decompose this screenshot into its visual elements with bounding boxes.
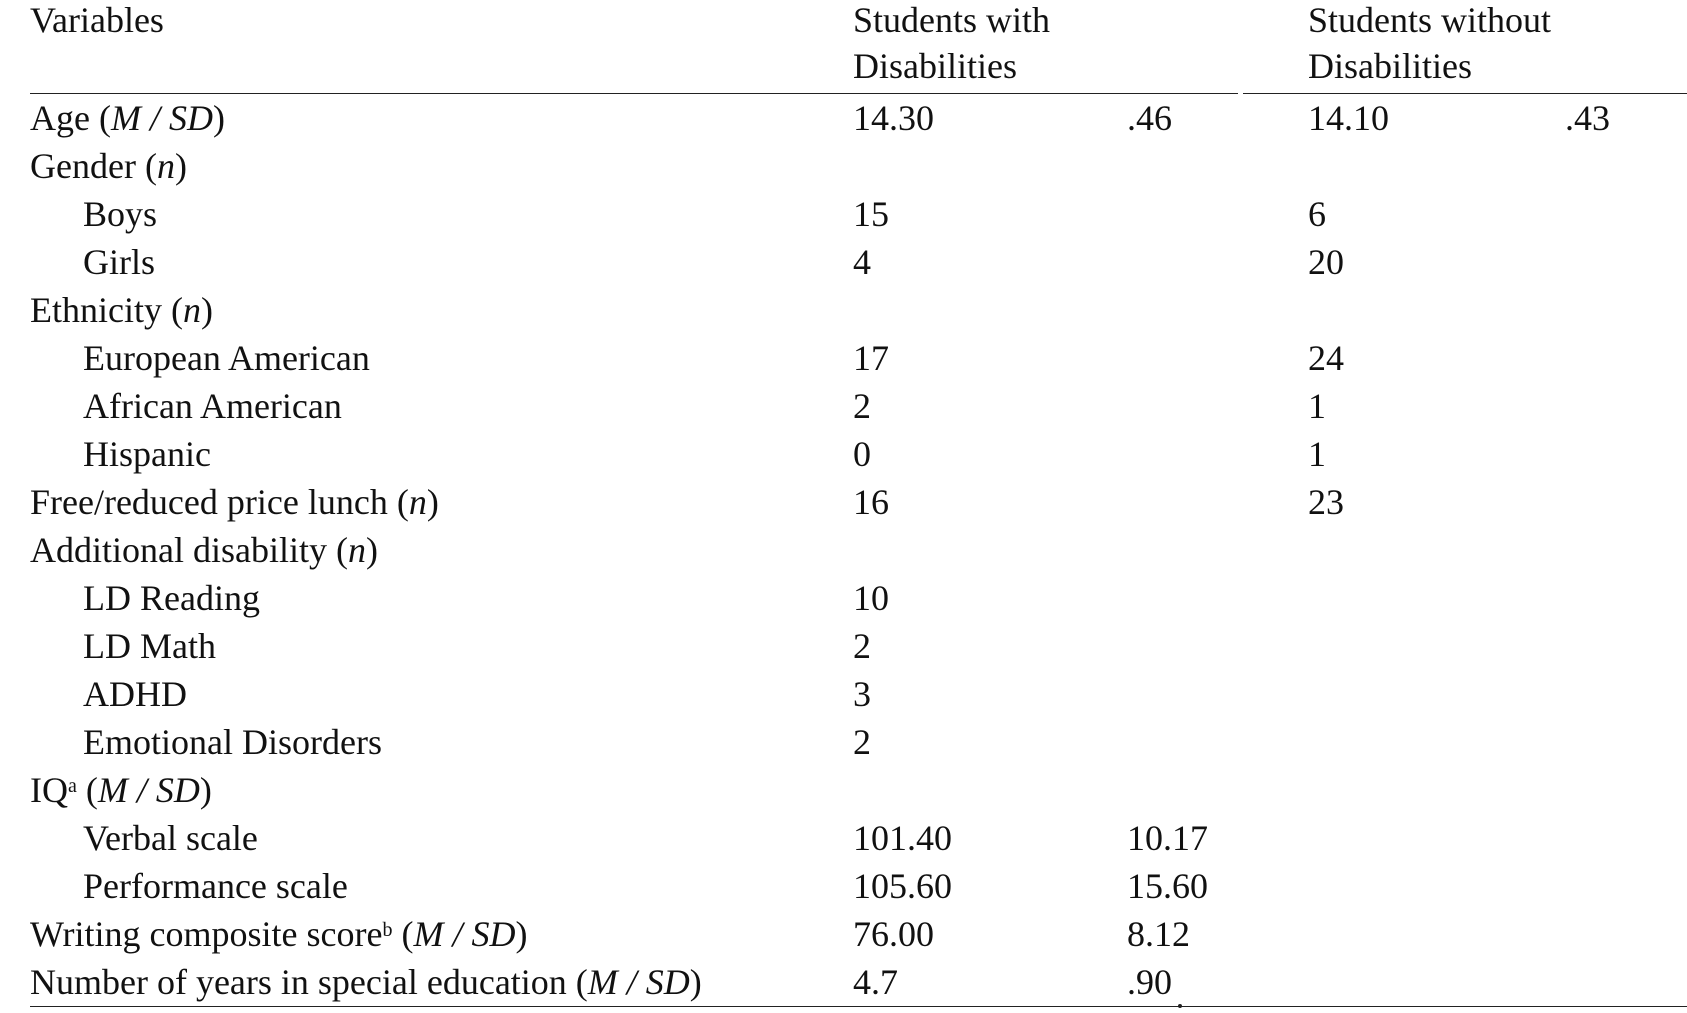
sd-with-disabilities: 10.17 (1127, 818, 1208, 858)
value-with-disabilities: 101.40 (853, 818, 952, 858)
row-label: Girls (83, 240, 155, 284)
bottom-rule (30, 1006, 1687, 1007)
row-label: Emotional Disorders (83, 720, 382, 764)
value-with-disabilities: 10 (853, 578, 889, 618)
value-with-disabilities: 0 (853, 434, 871, 474)
value-without-disabilities: 24 (1308, 338, 1344, 378)
value-without-disabilities: 6 (1308, 194, 1326, 234)
row-label: ADHD (83, 672, 187, 716)
row-label-close: ) (515, 914, 528, 954)
row-label-text: Emotional Disorders (83, 722, 382, 762)
row-label-statistic: n (408, 482, 427, 522)
footnote-mark (1178, 1004, 1182, 1008)
sd-with-disabilities: 8.12 (1127, 914, 1190, 954)
sd-with-disabilities: .90 (1127, 962, 1172, 1002)
row-label-text: Hispanic (83, 434, 211, 474)
row-label-close: ) (200, 290, 213, 330)
row-label-text: Boys (83, 194, 158, 234)
value-with-disabilities: 2 (853, 722, 871, 762)
value-with-disabilities: 2 (853, 626, 871, 666)
header-group-without-line2: Disabilities (1308, 46, 1472, 86)
row-label-text: LD Reading (83, 578, 260, 618)
row-label-text: African American (83, 386, 342, 426)
row-label-close: ) (426, 482, 439, 522)
row-label-statistic: M / SD (110, 98, 213, 138)
row-label-text: Age ( (30, 98, 111, 138)
row-label-text: Writing composite score (30, 914, 383, 954)
row-label: Age (M / SD) (30, 96, 225, 140)
row-label-text: ADHD (83, 674, 187, 714)
value-with-disabilities: 4.7 (853, 962, 898, 1002)
header-group-with-line2: Disabilities (853, 46, 1017, 86)
value-without-disabilities: 1 (1308, 386, 1326, 426)
row-label: Free/reduced price lunch (n) (30, 480, 439, 524)
value-with-disabilities: 16 (853, 482, 889, 522)
row-label-close: ) (689, 962, 702, 1002)
value-without-disabilities: 1 (1308, 434, 1326, 474)
row-label-text: Ethnicity ( (30, 290, 183, 330)
row-label-statistic: M / SD (413, 914, 516, 954)
footnote-superscript: a (68, 775, 77, 797)
value-with-disabilities: 4 (853, 242, 871, 282)
value-without-disabilities: 23 (1308, 482, 1344, 522)
row-label: Verbal scale (83, 816, 258, 860)
row-label: LD Reading (83, 576, 260, 620)
header-rule-left (30, 93, 1238, 94)
row-label-paren: ( (392, 914, 414, 954)
header-group-with-line1: Students with (853, 0, 1051, 40)
row-label: Writing composite scoreb (M / SD) (30, 912, 527, 956)
row-label: Boys (83, 192, 157, 236)
row-label-close: ) (212, 98, 225, 138)
row-label-text: LD Math (83, 626, 216, 666)
sd-without-disabilities: .43 (1565, 98, 1610, 138)
value-with-disabilities: 76.00 (853, 914, 934, 954)
value-without-disabilities: 20 (1308, 242, 1344, 282)
header-group-without-line1: Students without (1308, 0, 1552, 40)
row-label-text: IQ (30, 770, 68, 810)
sd-with-disabilities: .46 (1127, 98, 1172, 138)
header-rule-right (1243, 93, 1687, 94)
row-label-text: Performance scale (83, 866, 348, 906)
row-label-text: Number of years in special education ( (30, 962, 588, 1002)
row-label: Gender (n) (30, 144, 187, 188)
row-label-close: ) (174, 146, 187, 186)
row-label-statistic: n (347, 530, 366, 570)
row-label: Additional disability (n) (30, 528, 378, 572)
row-label-statistic: n (182, 290, 201, 330)
row-label-text: European American (83, 338, 370, 378)
row-label: Number of years in special education (M … (30, 960, 702, 1004)
row-label-close: ) (199, 770, 212, 810)
row-label-statistic: n (156, 146, 175, 186)
header-variables: Variables (30, 0, 164, 40)
sd-with-disabilities: 15.60 (1127, 866, 1208, 906)
value-with-disabilities: 2 (853, 386, 871, 426)
row-label-paren: ( (76, 770, 98, 810)
row-label: Performance scale (83, 864, 348, 908)
row-label-text: Gender ( (30, 146, 157, 186)
value-with-disabilities: 105.60 (853, 866, 952, 906)
row-label: Hispanic (83, 432, 211, 476)
value-with-disabilities: 14.30 (853, 98, 934, 138)
row-label: LD Math (83, 624, 216, 668)
row-label-text: Additional disability ( (30, 530, 348, 570)
value-with-disabilities: 3 (853, 674, 871, 714)
row-label-text: Verbal scale (83, 818, 258, 858)
row-label: African American (83, 384, 342, 428)
row-label: European American (83, 336, 370, 380)
row-label: IQa (M / SD) (30, 768, 212, 812)
value-without-disabilities: 14.10 (1308, 98, 1389, 138)
row-label: Ethnicity (n) (30, 288, 213, 332)
row-label-text: Free/reduced price lunch ( (30, 482, 409, 522)
footnote-superscript: b (382, 919, 393, 941)
row-label-close: ) (365, 530, 378, 570)
row-label-text: Girls (83, 242, 155, 282)
row-label-statistic: M / SD (97, 770, 200, 810)
row-label-statistic: M / SD (587, 962, 690, 1002)
value-with-disabilities: 15 (853, 194, 889, 234)
value-with-disabilities: 17 (853, 338, 889, 378)
